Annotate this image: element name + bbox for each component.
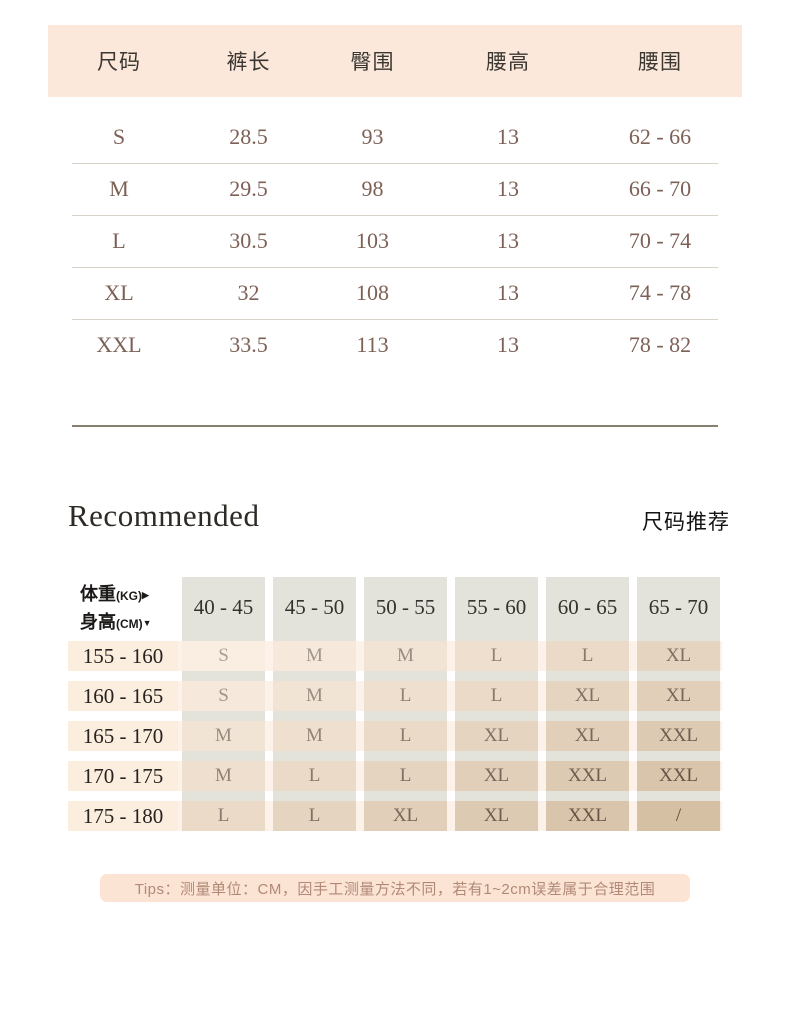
row-divider-line [72,163,718,164]
recommended-size-cell: XXL [637,721,720,751]
size-table-cell: 70 - 74 [628,228,692,253]
weight-range-header: 40 - 45 [193,594,254,619]
recommended-title-zh: 尺码推荐 [642,511,730,534]
recommended-size-cell: M [182,721,265,751]
size-table-row: L 30.5 103 13 70 - 74 [48,215,742,267]
height-range-label: 170 - 175 [68,761,178,791]
weight-range-header: 55 - 60 [466,594,527,619]
recommended-size-cell: L [182,801,265,831]
size-table-header: 尺码 裤长 臀围 腰高 腰围 [48,25,742,97]
size-table-cell: XXL [96,332,142,357]
size-table-cell: S [112,124,126,149]
size-table-cell: 13 [497,332,519,357]
size-table-header-cell: 裤长 [226,51,271,74]
size-table-cell: 13 [497,228,519,253]
size-table-row: XL 32 108 13 74 - 78 [48,267,742,319]
size-table-cell: 32 [237,280,260,305]
size-table-cell: 13 [497,176,519,201]
recommended-size-cell: XL [546,681,629,711]
size-table-cell: 13 [497,124,519,149]
height-range-label: 165 - 170 [68,721,178,751]
size-table-cell: 78 - 82 [628,332,692,357]
size-table-cell: 113 [356,332,389,357]
row-divider-line [72,319,718,320]
height-axis-label: 身高(CM)▼ [80,612,152,632]
size-table-cell: 62 - 66 [628,124,692,149]
height-range-label: 160 - 165 [68,681,178,711]
size-table-cell: 33.5 [229,332,268,357]
recommended-size-cell: L [273,801,356,831]
recommended-size-cell: M [364,641,447,671]
matrix-corner-cell: 体重(KG)▶ 身高(CM)▼ [68,577,178,637]
recommended-title-en: Recommended [68,498,260,533]
recommended-size-cell: M [273,721,356,751]
size-table-cell: 30.5 [229,228,268,253]
recommended-size-cell: M [273,681,356,711]
tips-bar: Tips：测量单位：CM，因手工测量方法不同，若有1~2cm误差属于合理范围 [100,874,690,902]
recommended-size-cell: L [273,761,356,791]
recommended-size-cell: XL [546,721,629,751]
recommended-size-cell: XXL [546,801,629,831]
weight-range-header: 65 - 70 [648,594,709,619]
recommended-size-cell: XXL [546,761,629,791]
recommended-size-cell: L [546,641,629,671]
size-table-cell: 13 [497,280,519,305]
size-table-cell: 108 [356,280,389,305]
height-range-label: 155 - 160 [68,641,178,671]
recommended-size-cell: L [455,681,538,711]
size-table-row: M 29.5 98 13 66 - 70 [48,163,742,215]
size-table-header-cell: 臀围 [350,51,395,74]
recommended-size-cell: XL [637,681,720,711]
size-table-cell: 74 - 78 [628,280,692,305]
size-table-header-cell: 腰高 [486,51,530,74]
weight-range-header: 60 - 65 [557,594,618,619]
section-divider [72,425,718,427]
recommended-size-cell: S [182,641,265,671]
height-range-label: 175 - 180 [68,801,178,831]
size-table-header-cell: 尺码 [97,51,141,74]
weight-axis-label: 体重(KG)▶ [80,584,149,604]
recommended-size-cell: XL [455,801,538,831]
size-table-cell: 98 [361,176,384,201]
size-table-row: XXL 33.5 113 13 78 - 82 [48,319,742,371]
size-table-cell: XL [104,280,134,305]
row-divider-line [72,215,718,216]
recommended-size-cell: S [182,681,265,711]
recommend-matrix: 体重(KG)▶ 身高(CM)▼ 40 - 45 45 - 50 50 - 55 55 … [68,577,722,831]
weight-range-header: 45 - 50 [284,594,345,619]
size-table-row: S 28.5 93 13 62 - 66 [48,111,742,163]
size-table-cell: 93 [361,124,384,149]
recommended-size-cell: L [364,681,447,711]
size-table-cell: M [109,176,129,201]
recommended-size-cell: M [182,761,265,791]
recommended-size-cell: XL [364,801,447,831]
row-divider-line [72,267,718,268]
recommended-size-cell: L [364,761,447,791]
size-table-cell: 28.5 [229,124,268,149]
recommended-size-cell: / [637,801,720,831]
right-arrow-icon: ▶ [142,590,149,600]
size-table-cell: 103 [356,228,389,253]
weight-range-header: 50 - 55 [375,594,436,619]
size-table-header-cell: 腰围 [638,51,682,74]
recommended-size-cell: M [273,641,356,671]
recommended-size-cell: XL [637,641,720,671]
recommended-size-cell: XXL [637,761,720,791]
recommended-size-cell: L [364,721,447,751]
down-arrow-icon: ▼ [142,618,152,628]
size-table-cell: 29.5 [229,176,268,201]
recommended-size-cell: XL [455,721,538,751]
size-table-cell: L [112,228,126,253]
size-table-cell: 66 - 70 [628,176,692,201]
recommended-size-cell: XL [455,761,538,791]
size-table-body: S 28.5 93 13 62 - 66 M 29.5 98 13 66 - 70 L 30.5 103… [48,111,742,371]
recommended-size-cell: L [455,641,538,671]
